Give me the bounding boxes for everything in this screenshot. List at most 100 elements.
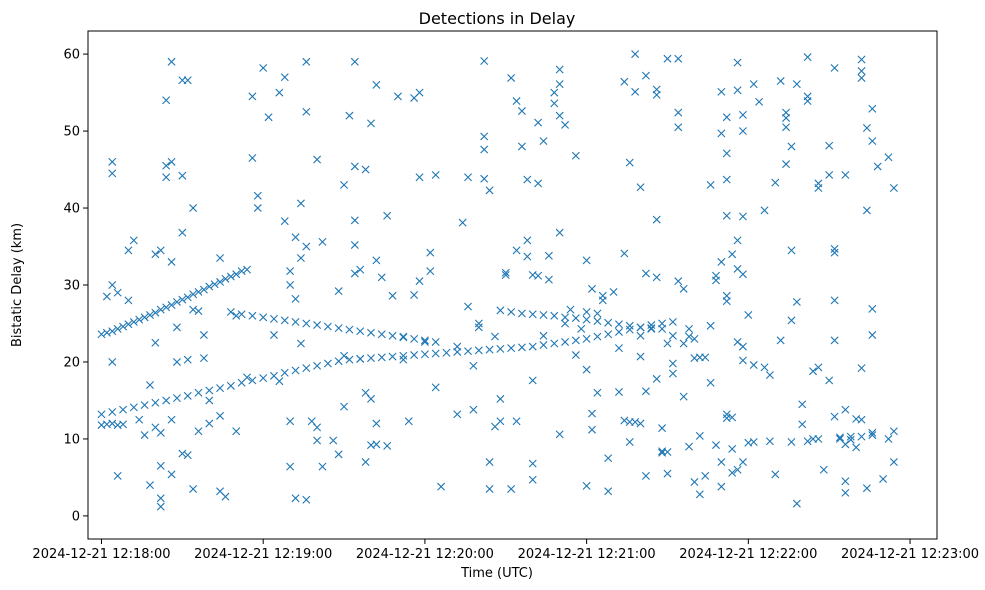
data-point <box>663 339 672 348</box>
data-point <box>485 484 494 493</box>
data-point <box>598 291 607 300</box>
data-point <box>889 427 898 436</box>
data-point <box>259 63 268 72</box>
data-point <box>706 378 715 387</box>
data-point <box>410 291 419 299</box>
x-tick-label: 2024-12-21 12:20:00 <box>356 547 494 562</box>
data-point <box>738 110 747 119</box>
data-point <box>167 57 176 66</box>
data-point <box>216 277 225 286</box>
data-point <box>593 309 602 318</box>
data-point <box>830 412 839 421</box>
data-point <box>604 318 613 327</box>
data-point <box>259 374 268 383</box>
data-point <box>97 410 106 419</box>
data-point <box>523 236 532 245</box>
data-point <box>582 481 591 490</box>
data-point <box>248 311 257 320</box>
data-point <box>318 237 327 246</box>
data-point <box>620 416 629 425</box>
data-point <box>296 254 305 263</box>
data-point <box>571 314 580 323</box>
data-point <box>625 158 634 167</box>
data-point <box>507 307 516 316</box>
data-point <box>868 428 877 437</box>
data-point <box>178 449 187 458</box>
data-point <box>377 330 386 339</box>
data-point <box>835 433 844 442</box>
data-point <box>544 275 553 284</box>
data-point <box>868 137 877 146</box>
data-point <box>210 280 219 289</box>
data-point <box>722 113 731 122</box>
data-point <box>264 113 273 122</box>
data-point <box>415 88 424 97</box>
data-point <box>738 270 747 279</box>
data-point <box>377 353 386 362</box>
data-point <box>868 331 877 340</box>
data-point <box>636 352 645 361</box>
data-point <box>496 394 505 403</box>
data-point <box>453 410 462 419</box>
data-point <box>356 327 365 336</box>
data-point <box>275 88 284 97</box>
data-point <box>561 120 570 129</box>
data-point <box>302 57 311 66</box>
y-tick-label: 20 <box>63 355 80 370</box>
data-point <box>431 383 440 392</box>
data-point <box>237 267 246 276</box>
data-point <box>216 411 225 420</box>
y-tick-label: 10 <box>63 432 80 447</box>
data-point <box>555 228 564 237</box>
data-point <box>738 212 747 221</box>
data-point <box>641 269 650 278</box>
data-point <box>782 123 791 132</box>
data-point <box>717 482 726 491</box>
data-point <box>776 77 785 86</box>
data-point <box>226 272 235 281</box>
data-point <box>868 104 877 113</box>
data-point <box>329 436 338 445</box>
data-point <box>668 359 677 368</box>
data-point <box>156 246 165 255</box>
data-point <box>550 311 559 320</box>
data-point <box>685 442 694 451</box>
data-point <box>178 295 187 304</box>
data-point <box>792 499 801 508</box>
data-point <box>442 348 451 357</box>
data-point <box>512 417 521 426</box>
data-point <box>889 458 898 467</box>
data-point <box>323 359 332 368</box>
x-tick-label: 2024-12-21 12:21:00 <box>518 547 656 562</box>
data-point <box>269 314 278 323</box>
data-point <box>183 293 192 302</box>
data-point <box>674 108 683 117</box>
data-point <box>857 415 866 424</box>
data-point <box>862 484 871 493</box>
data-point <box>841 477 850 486</box>
data-point <box>226 381 235 390</box>
data-point <box>728 250 737 259</box>
data-point <box>178 228 187 237</box>
data-point <box>178 171 187 180</box>
data-point <box>469 405 478 414</box>
data-point <box>809 367 818 376</box>
data-point <box>501 271 510 279</box>
data-point <box>528 475 537 484</box>
data-point <box>340 351 349 360</box>
data-point <box>469 361 478 370</box>
data-point <box>388 352 397 361</box>
data-point <box>620 77 629 86</box>
data-point <box>825 376 834 385</box>
data-point <box>232 270 241 279</box>
data-point <box>550 88 559 97</box>
data-point <box>685 324 694 333</box>
data-point <box>361 458 370 467</box>
data-point <box>631 50 640 59</box>
data-point <box>334 450 343 459</box>
data-point <box>879 474 888 483</box>
data-point <box>350 240 359 249</box>
data-point <box>291 294 300 303</box>
data-point <box>113 471 122 480</box>
